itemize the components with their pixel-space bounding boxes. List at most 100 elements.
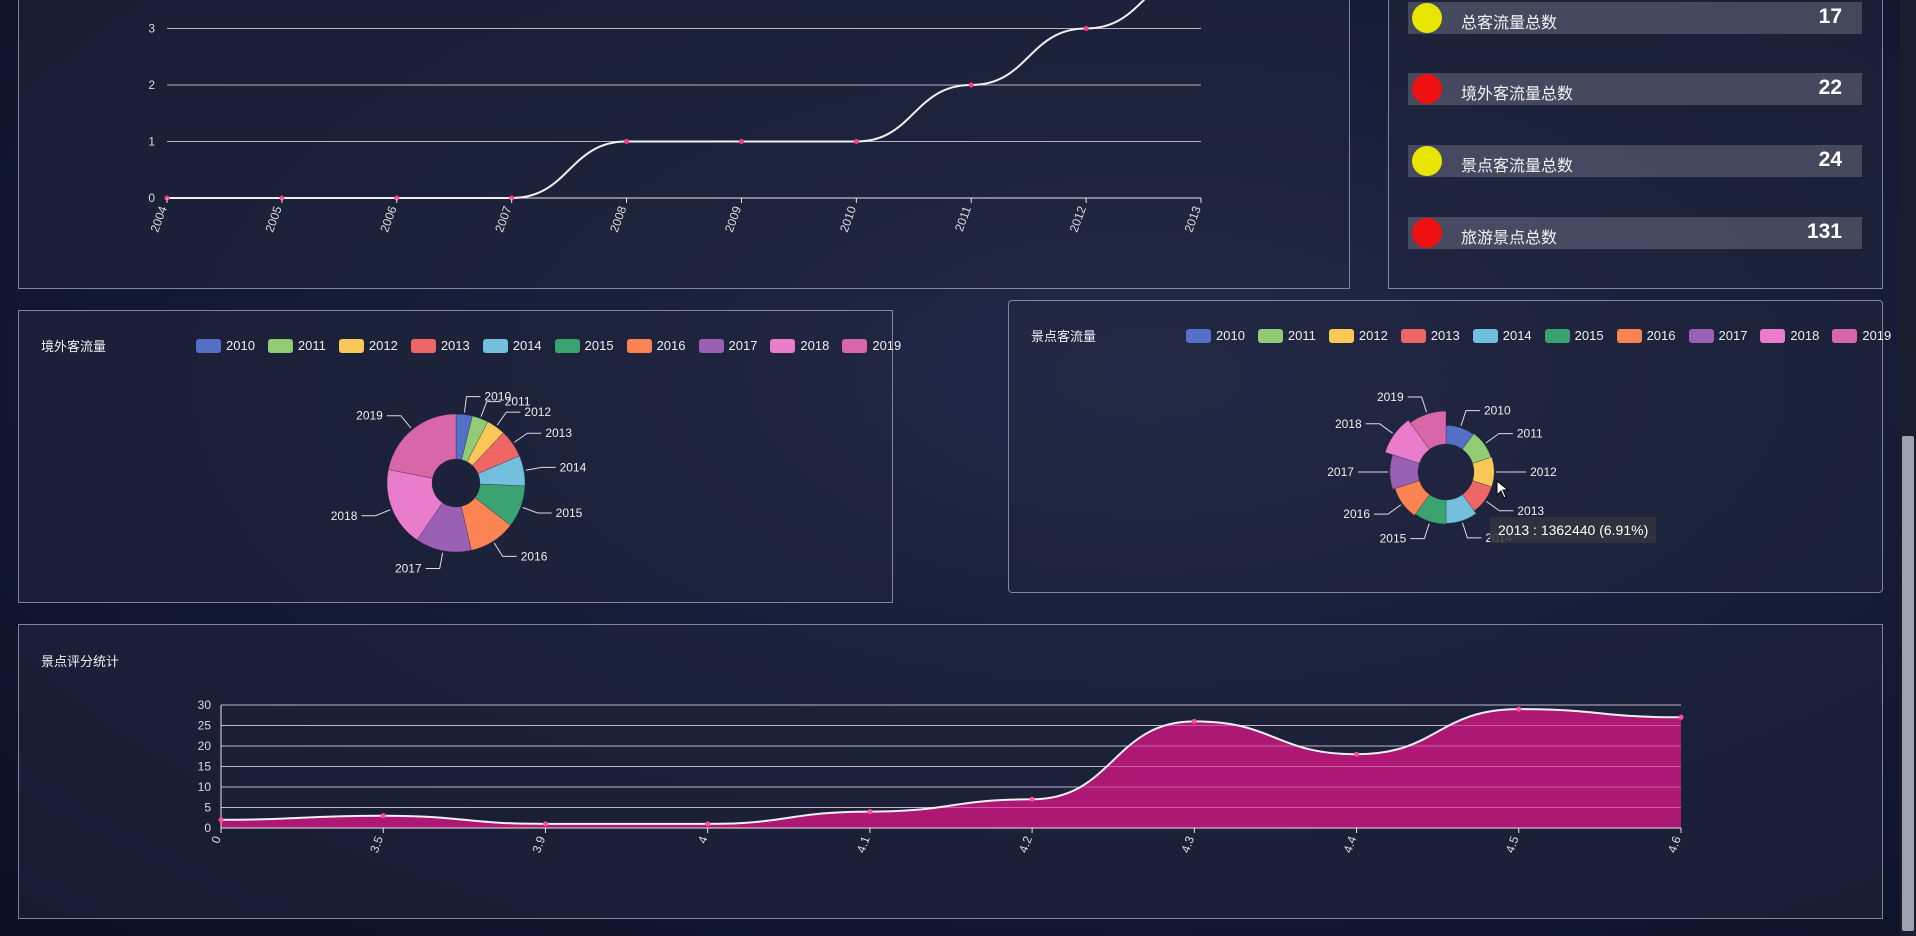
x-tick-label: 4.5 [1503,834,1522,855]
foreign-traffic-panel: 境外客流量 2010 2011 2012 2013 2014 2015 2016 2017 20… [18,310,901,604]
y-tick-label: 20 [198,739,212,753]
label-line [1460,410,1480,427]
page-scrollbar[interactable] [1900,0,1916,936]
x-tick-label: 2012 [1067,204,1089,234]
slice-label: 2015 [1380,532,1407,546]
legend-item[interactable]: 2015 [554,338,614,353]
legend-swatch [626,338,652,353]
legend-item[interactable]: 2017 [1688,328,1748,343]
stat-row: 旅游景点总数 131 [1408,217,1862,249]
legend-item[interactable]: 2014 [482,338,542,353]
label-line [464,396,481,413]
legend-item[interactable]: 2011 [267,338,326,353]
legend-swatch [554,338,580,353]
legend-label: 2010 [1216,328,1245,343]
legend-item[interactable]: 2016 [626,338,686,353]
status-dot-icon [1412,146,1442,176]
y-tick-label: 1 [148,135,155,149]
data-point [624,139,630,144]
stats-panel [1388,0,1883,289]
legend-label: 2017 [1718,328,1748,343]
x-tick-label: 4.4 [1341,834,1360,855]
data-point [218,817,224,823]
legend-item[interactable]: 2010 [1186,328,1245,343]
legend-item[interactable]: 2012 [338,338,398,353]
legend-swatch [1472,328,1498,343]
x-tick-label: 2004 [148,204,170,234]
scenic-traffic-title: 景点客流量 [1031,329,1097,344]
yearly-line-chart: 0 1 2 3 2004 2005 2006 2007 2008 2009 2010 2011 2012… [148,0,1204,234]
stat-value: 24 [1818,148,1842,171]
legend-item[interactable]: 2019 [1832,328,1891,343]
foreign-traffic-legend[interactable]: 2010 2011 2012 2013 2014 2015 2016 2017 2018 2019 [196,338,914,353]
legend-item[interactable]: 2019 [842,338,901,353]
x-tick-label: 4.2 [1016,834,1035,855]
y-tick-label: 25 [198,719,212,733]
stat-label: 境外客流量总数 [1461,86,1574,103]
scenic-traffic-legend[interactable]: 2010 2011 2012 2013 2014 2015 2016 2017 2018 2019 [1186,328,1904,343]
legend-swatch [1328,328,1354,343]
stat-label: 总客流量总数 [1461,15,1558,32]
legend-swatch [1186,328,1211,343]
legend-item[interactable]: 2015 [1544,328,1604,343]
scenic-traffic-rose[interactable]: 2010 2011 2012 2013 2014 2015 2016 2017 2018 2019 [1009,301,1884,594]
stat-label: 旅游景点总数 [1461,230,1558,247]
legend-item[interactable]: 2017 [698,338,758,353]
legend-label: 2016 [1646,328,1676,343]
legend-item[interactable]: 2014 [1472,328,1532,343]
chart-tooltip: 2013 : 1362440 (6.91%) [1490,517,1657,543]
legend-item[interactable]: 2018 [1760,328,1819,343]
label-line [493,542,517,557]
scrollbar-thumb[interactable] [1902,436,1914,931]
legend-item[interactable]: 2010 [196,338,255,353]
slice-label: 2010 [1484,404,1511,418]
y-tick-label: 3 [148,22,155,36]
legend-label: 2017 [728,338,758,353]
foreign-traffic-title: 境外客流量 [41,339,107,354]
pie-slice [386,469,443,541]
legend-label: 2012 [368,338,398,353]
label-line [1407,396,1428,413]
rating-panel: 景点评分统计 0 5 10 15 20 25 30 0 3.5 3.9 4 4.1 4.2 4.3 4.4 4… [18,624,1883,919]
x-tick-label: 2007 [492,204,514,234]
legend-label: 2015 [584,338,614,353]
legend-item[interactable]: 2013 [1400,328,1460,343]
slice-label: 2012 [1530,465,1557,479]
label-line [513,432,542,443]
legend-item[interactable]: 2011 [1257,328,1316,343]
legend-item[interactable]: 2013 [410,338,470,353]
slice-label: 2018 [331,509,358,523]
legend-label: 2012 [1358,328,1388,343]
yearly-line-panel: 0 1 2 3 2004 2005 2006 2007 2008 2009 2010 2011 2012… [18,0,1350,289]
slice-label: 2019 [356,409,383,423]
x-tick-label: 2013 [1182,204,1204,234]
stat-row: 景点客流量总数 24 [1408,145,1862,177]
label-line [361,509,391,517]
data-point [1516,706,1522,712]
label-line [480,401,501,417]
legend-item[interactable]: 2018 [770,338,829,353]
label-line [386,415,412,429]
label-line [1365,423,1393,434]
data-point [853,139,859,144]
slice-label: 2013 [1517,504,1544,518]
y-tick-label: 2 [148,78,155,92]
legend-swatch [267,338,293,353]
legend-label: 2018 [800,338,830,353]
stat-bar [1408,145,1862,177]
legend-item[interactable]: 2016 [1616,328,1676,343]
legend-item[interactable]: 2012 [1328,328,1388,343]
legend-label: 2013 [440,338,470,353]
pie-slice [1409,410,1447,450]
legend-label: 2011 [297,338,326,353]
stat-value: 17 [1818,5,1842,28]
label-line [525,466,556,471]
legend-swatch [196,338,221,353]
legend-label: 2019 [1862,328,1892,343]
foreign-traffic-pie[interactable]: 2010 2011 2012 2013 2014 2015 2016 2017 2018 2019 [19,311,894,604]
stat-value: 131 [1806,220,1842,243]
area-line [220,708,1682,825]
pie-slice [388,413,457,479]
legend-swatch [1544,328,1570,343]
legend-swatch [1832,328,1858,343]
